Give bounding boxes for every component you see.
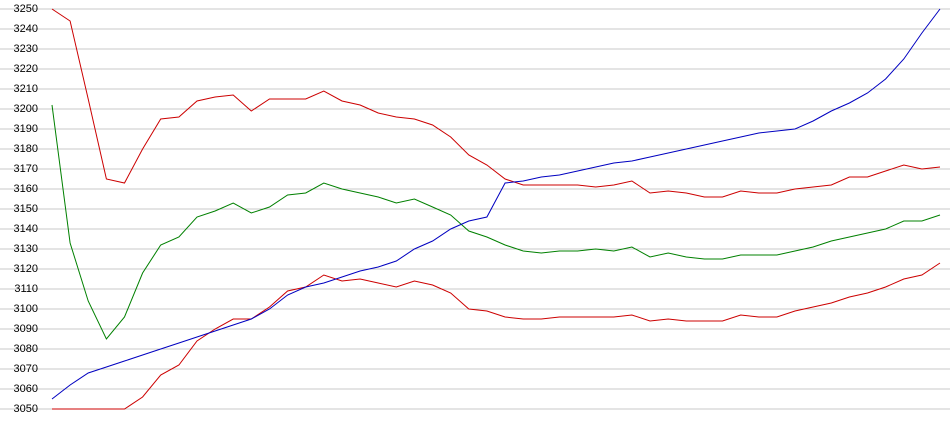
series-line (51, 104, 941, 340)
y-tick-label: 3130 (14, 243, 38, 255)
y-tick-label: 3050 (14, 403, 38, 415)
series-line (52, 262, 941, 410)
y-tick-label: 3230 (14, 43, 38, 55)
y-tick-label: 3070 (14, 363, 38, 375)
y-tick-label: 3160 (14, 183, 38, 195)
y-tick-label: 3180 (14, 143, 38, 155)
y-tick-label: 3200 (14, 103, 38, 115)
y-tick-label: 3240 (14, 23, 38, 35)
y-tick-label: 3190 (14, 123, 38, 135)
y-tick-label: 3220 (14, 63, 38, 75)
y-tick-label: 3100 (14, 303, 38, 315)
y-tick-label: 3110 (14, 283, 38, 295)
y-tick-label: 3090 (14, 323, 38, 335)
y-tick-label: 3210 (14, 83, 38, 95)
y-tick-label: 3250 (14, 3, 38, 15)
y-tick-label: 3150 (14, 203, 38, 215)
y-tick-label: 3140 (14, 223, 38, 235)
y-tick-label: 3060 (14, 383, 38, 395)
series-line (51, 8, 941, 400)
y-tick-label: 3170 (14, 163, 38, 175)
y-tick-label: 3080 (14, 343, 38, 355)
y-tick-label: 3120 (14, 263, 38, 275)
series-line (51, 8, 941, 198)
